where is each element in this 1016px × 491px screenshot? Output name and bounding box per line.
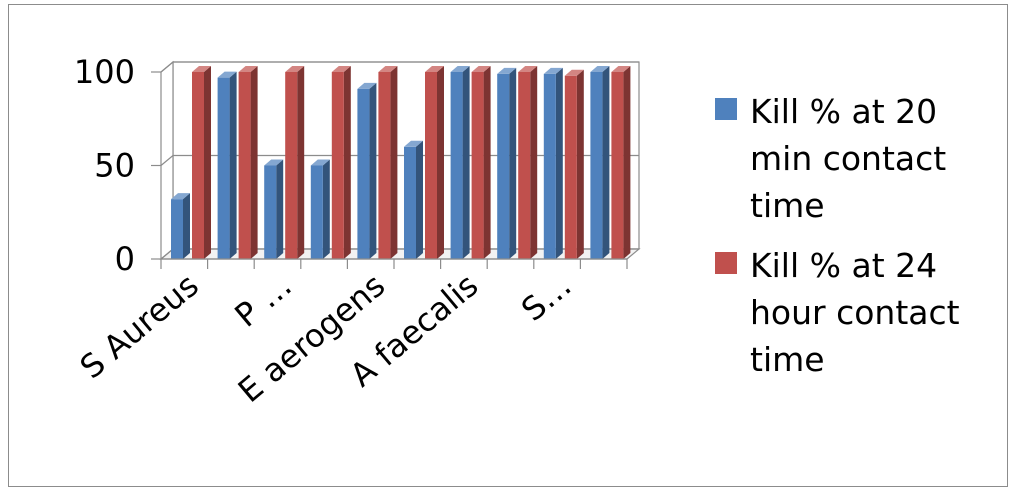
bar-front [264,165,277,259]
bar-side [509,67,517,259]
bar-top [471,66,491,72]
bar-front [425,72,437,259]
bar-side [576,69,584,260]
bar [310,159,330,259]
bar-front [378,72,391,259]
bar-top [285,66,305,72]
bar-front [611,72,624,259]
bar [450,66,470,259]
bar-front [192,72,204,259]
bar-front [497,73,510,260]
legend-label: min contact [750,139,946,178]
bar-front [518,72,531,259]
bar-side [555,67,563,259]
legend-label: Kill % at 20 [750,92,937,131]
bar [564,69,584,260]
bar-top [310,159,330,166]
bar-top [404,140,423,147]
bar [331,66,351,259]
bar-front [238,72,251,259]
legend-label: Kill % at 24 [750,246,937,285]
bar [497,67,517,260]
bar-front [310,165,323,259]
bar-side [462,66,470,259]
legend-swatch [715,252,737,274]
bar-side [297,66,305,259]
bar-front [171,199,183,259]
bar-front [543,73,556,260]
bar-top [518,66,538,72]
bar-side [390,66,398,259]
legend-swatch [715,98,737,120]
bar-side [416,140,423,259]
bar-side [183,193,190,259]
bar [264,159,284,259]
bar-front [217,77,230,259]
bar-top [564,69,584,76]
bar-side [343,66,351,259]
y-tick-label: 0 [115,240,135,278]
bar-front [590,72,603,259]
bar-front [357,88,370,259]
bar-top [378,66,398,72]
bar-side [602,66,610,259]
bar-top [217,71,237,78]
bar-top [264,159,284,166]
x-tick-label: S Aureus [73,266,206,386]
x-tick-label: S… [514,266,578,329]
bar-top [450,66,470,72]
bar [192,66,211,259]
legend: Kill % at 20 min contact time Kill % at 24 h… [715,92,960,379]
bar-top [425,66,444,72]
bar-front [564,75,577,260]
bar-side [437,66,444,259]
bar-side [276,159,284,259]
bar [518,66,538,259]
bar [611,66,631,259]
bar-side [204,66,211,259]
bar-front [331,72,344,259]
bar-side [530,66,538,259]
bar-side [483,66,491,259]
bar [404,140,423,259]
bar-front [404,146,416,259]
gridline [160,61,639,73]
bar-side [369,82,377,259]
bar [217,71,237,259]
bar-top [171,193,190,200]
bar-side [250,66,258,259]
bar-top [611,66,631,72]
bar-top [590,66,610,72]
bar [171,193,190,259]
bars-group [171,66,631,260]
bar-side [623,66,631,259]
bar-top [543,67,563,74]
bar-top [192,66,211,72]
bar [471,66,491,259]
bar [285,66,305,259]
bar [590,66,610,259]
bar-front [450,72,463,259]
bar [238,66,258,259]
bar-top [331,66,351,72]
bar [378,66,398,259]
bar [357,82,377,259]
bar [543,67,563,260]
y-tick-label: 100 [74,53,135,91]
bar-top [497,67,517,74]
chart-frame: 0 50 100 S Aureus P … E aerogens A faecalis S… … [8,4,1008,487]
bar-front [471,72,484,259]
bar-side [229,71,237,259]
legend-label: time [750,340,825,379]
bar-front [285,72,298,259]
legend-label: hour contact [750,293,960,332]
bar-top [238,66,258,72]
legend-label: time [750,186,825,225]
y-tick-label: 50 [94,147,135,185]
x-tick-label: P … [227,266,299,335]
bar-top [357,82,377,89]
bar-side [322,159,330,259]
bar [425,66,444,259]
